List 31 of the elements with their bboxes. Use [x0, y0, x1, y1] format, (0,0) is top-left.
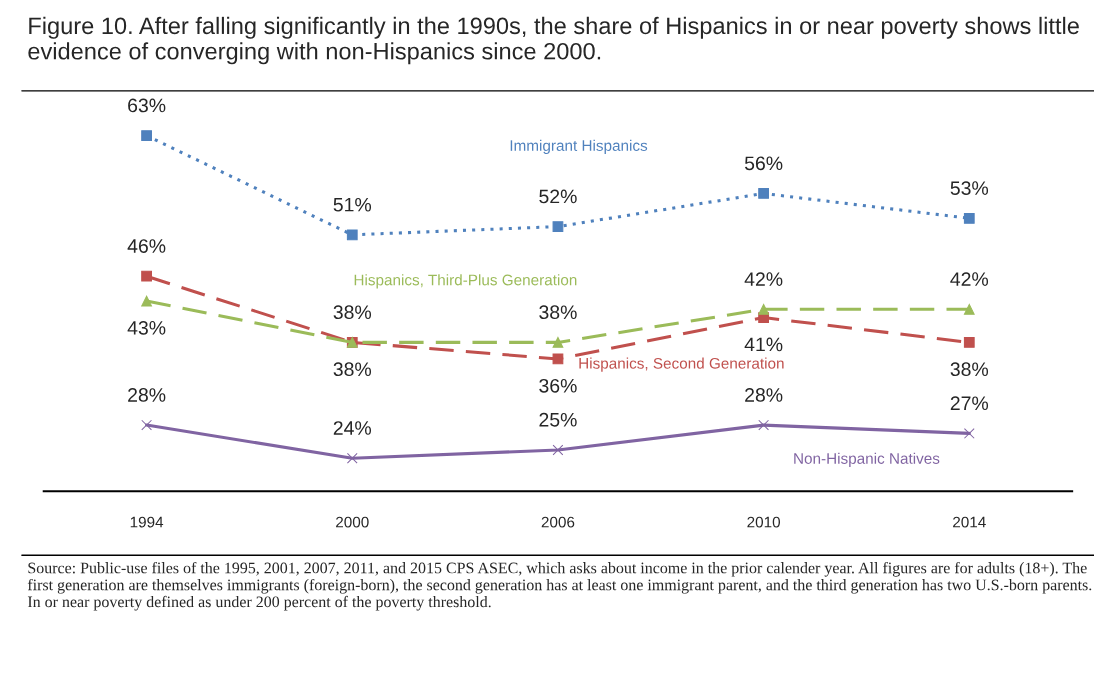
data-label: 38% — [950, 362, 989, 377]
data-label: 53% — [950, 181, 989, 196]
series-label: Non-Hispanic Natives — [794, 452, 940, 467]
data-label: 28% — [128, 388, 166, 402]
data-label: 52% — [539, 189, 577, 204]
data-label: 63% — [128, 98, 166, 113]
data-label: 51% — [333, 197, 372, 212]
x-tick-label: 2006 — [541, 516, 575, 528]
data-label: 42% — [950, 272, 989, 286]
text: Hispanics, Third-Plus Generation — [354, 274, 577, 289]
data-label: 38% — [333, 362, 372, 377]
chart-title: Figure 10. After falling significantly in the 1990s, the share of Hispanics in or near poverty shows little evidence of converging with non-Hispanics since 2000. — [28, 16, 1079, 65]
data-label: 43% — [127, 320, 166, 335]
data-label: 46% — [127, 239, 166, 253]
data-label: 25% — [539, 412, 577, 427]
text: Immigrant Hispanics — [510, 139, 648, 154]
x-tick-label: 1994 — [130, 516, 164, 528]
x-tick-label: 2000 — [336, 516, 369, 528]
data-label: 28% — [745, 388, 783, 402]
data-label: 56% — [744, 156, 783, 171]
data-label: 27% — [950, 396, 989, 411]
data-label: 24% — [333, 421, 372, 435]
x-tick-label: 2014 — [953, 516, 986, 528]
source-note: Source: Public-use files of the 1995, 2001, 2007, 2011, and 2015 CPS ASEC, which asks about income in the prior calender year. All figures are for adults (18+). The first generation are themselves immigrants (foreign-born), the second generation has at least one immigrant parent, and the third generation has two U.S.-born parents. In or near poverty defined as under 200 percent of the poverty threshold. — [27, 561, 1092, 611]
data-label: 38% — [539, 305, 577, 320]
series-label: Hispanics, Second Generation — [579, 357, 784, 372]
data-label: 42% — [744, 272, 783, 286]
x-tick-label: 2010 — [747, 516, 781, 528]
data-label: 36% — [539, 378, 577, 393]
data-label: 41% — [744, 337, 783, 352]
data-label: 38% — [333, 305, 372, 320]
